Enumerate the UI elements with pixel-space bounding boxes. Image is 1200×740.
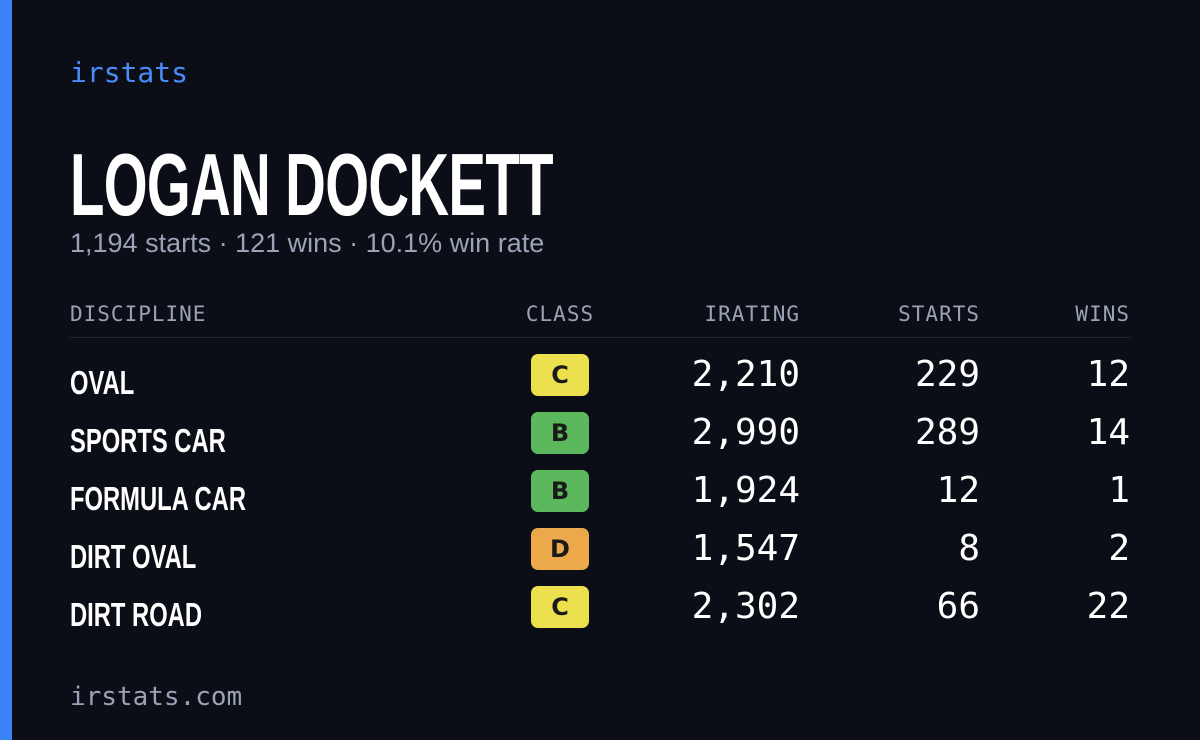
irating: 2,990 xyxy=(691,412,800,453)
discipline: DIRT ROAD xyxy=(70,596,202,633)
class-badge: C xyxy=(531,586,589,628)
driver-name: LOGAN DOCKETT xyxy=(70,135,554,234)
header-rule xyxy=(70,337,1130,338)
wins: 2 xyxy=(1108,528,1130,569)
footer: irstats.com xyxy=(70,682,243,712)
wins: 12 xyxy=(1086,354,1130,395)
starts: 8 xyxy=(958,528,980,569)
column-header: DISCIPLINE xyxy=(70,302,207,326)
starts: 229 xyxy=(914,354,980,395)
brand: irstats xyxy=(70,56,189,89)
accent-bar xyxy=(0,0,12,740)
wins: 22 xyxy=(1086,586,1130,627)
discipline: DIRT OVAL xyxy=(70,538,197,575)
wins: 14 xyxy=(1086,412,1130,453)
class-badge: D xyxy=(531,528,589,570)
irating: 1,924 xyxy=(691,470,800,511)
discipline: SPORTS CAR xyxy=(70,422,226,459)
class-badge: B xyxy=(531,412,589,454)
irating: 2,210 xyxy=(691,354,800,395)
discipline: OVAL xyxy=(70,364,135,401)
wins: 1 xyxy=(1108,470,1130,511)
starts: 289 xyxy=(914,412,980,453)
irating: 2,302 xyxy=(691,586,800,627)
discipline: FORMULA CAR xyxy=(70,480,246,517)
column-header: IRATING xyxy=(704,302,800,326)
column-header: CLASS xyxy=(525,302,595,326)
starts: 66 xyxy=(936,586,980,627)
class-badge: B xyxy=(531,470,589,512)
column-header: STARTS xyxy=(898,302,980,326)
class-badge: C xyxy=(531,354,589,396)
column-header: WINS xyxy=(1075,302,1130,326)
starts: 12 xyxy=(936,470,980,511)
irating: 1,547 xyxy=(691,528,800,569)
summary: 1,194 starts · 121 wins · 10.1% win rate xyxy=(70,228,545,258)
